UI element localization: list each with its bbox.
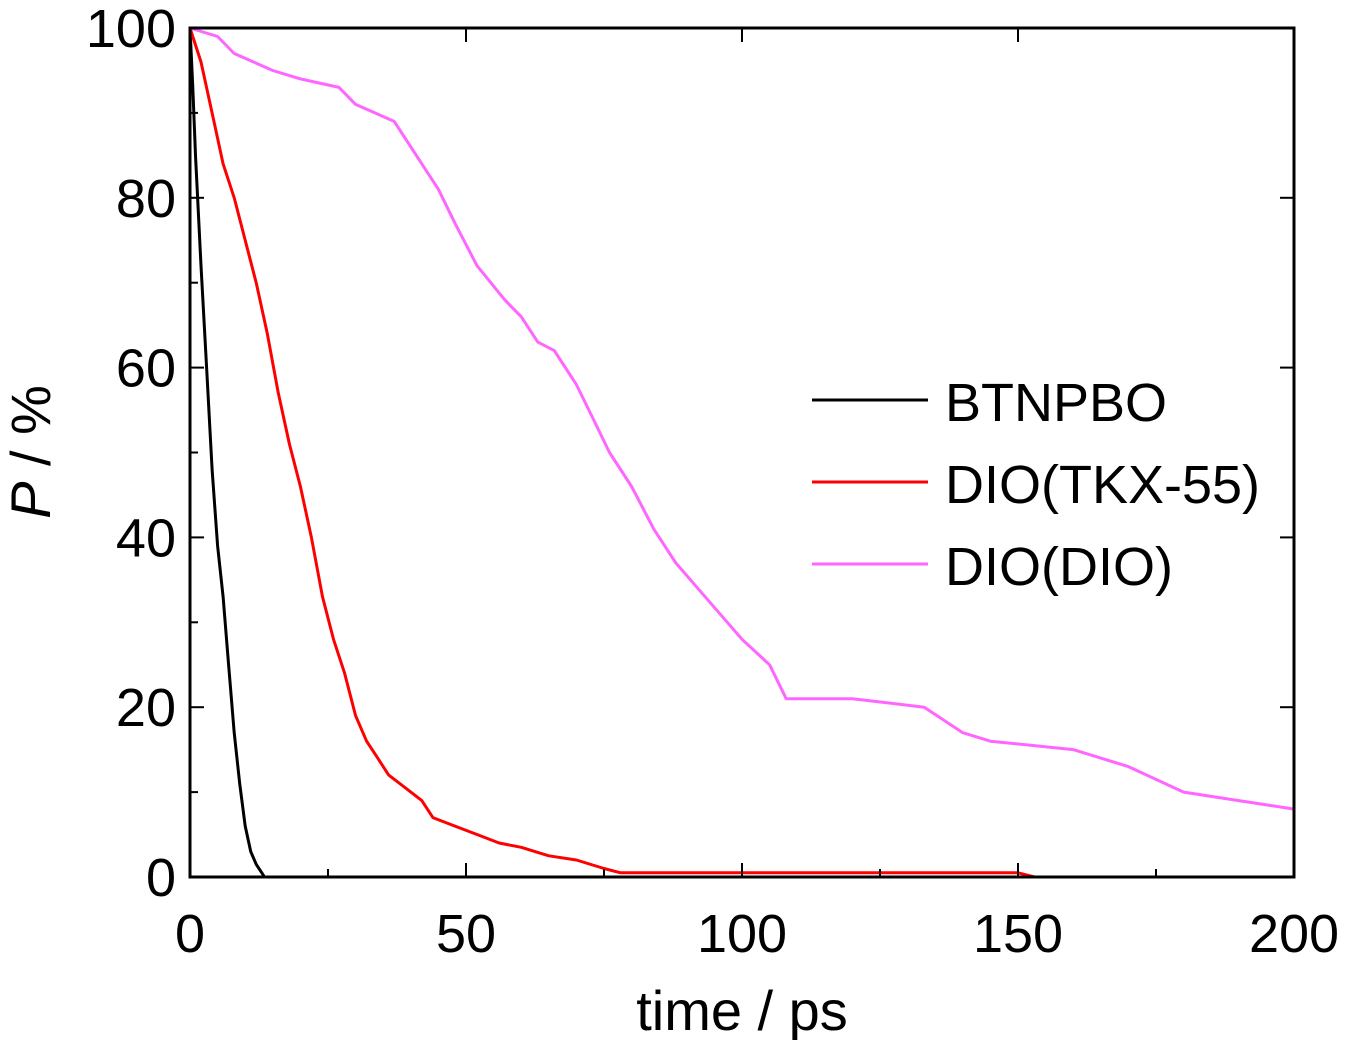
y-tick-label: 0 bbox=[146, 848, 176, 908]
y-tick-label: 80 bbox=[116, 169, 176, 229]
legend-box bbox=[935, 345, 1270, 620]
x-tick-label: 50 bbox=[436, 904, 496, 964]
legend-label-0: BTNPBO bbox=[945, 373, 1167, 433]
x-tick-label: 0 bbox=[175, 904, 205, 964]
x-tick-label: 200 bbox=[1249, 904, 1339, 964]
legend-label-1: DIO(TKX-55) bbox=[945, 455, 1260, 515]
legend: BTNPBO DIO(TKX-55) DIO(DIO) bbox=[812, 345, 1270, 620]
y-axis-title: P / % bbox=[0, 385, 62, 519]
x-axis: 0 50 100 150 200 bbox=[175, 28, 1339, 964]
series-layer bbox=[188, 26, 1295, 879]
series-line-2 bbox=[189, 26, 1295, 811]
x-tick-label: 150 bbox=[973, 904, 1063, 964]
y-axis-title-symbol: P bbox=[0, 482, 62, 519]
y-tick-label: 40 bbox=[116, 508, 176, 568]
x-tick-label: 100 bbox=[697, 904, 787, 964]
x-axis-title: time / ps bbox=[636, 979, 848, 1040]
series-line-1 bbox=[188, 27, 1294, 879]
y-axis: 0 20 40 60 80 100 bbox=[86, 0, 1294, 908]
y-tick-label: 100 bbox=[86, 0, 176, 59]
series-line-0 bbox=[188, 27, 1294, 879]
y-tick-label: 20 bbox=[116, 678, 176, 738]
y-axis-title-unit: / % bbox=[0, 385, 62, 481]
legend-label-2: DIO(DIO) bbox=[945, 537, 1173, 597]
y-tick-label: 60 bbox=[116, 339, 176, 399]
